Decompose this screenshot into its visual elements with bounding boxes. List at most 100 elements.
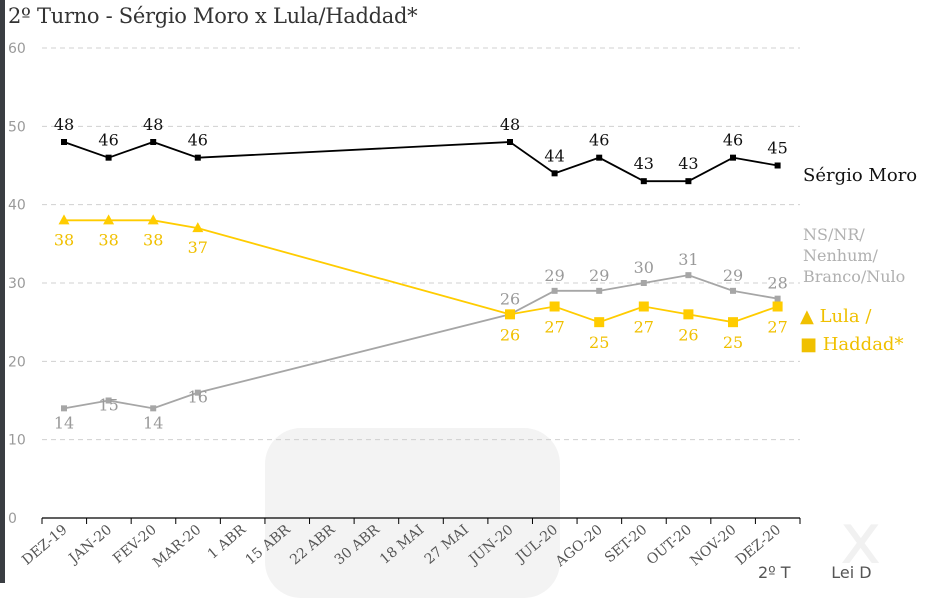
window-edge <box>0 0 5 583</box>
data-point <box>730 287 736 294</box>
series-label: Branco/Nulo <box>803 267 905 286</box>
watermark-text: x <box>840 498 882 580</box>
data-label: 38 <box>143 230 163 249</box>
series-label: ▲ Lula / <box>800 306 872 327</box>
data-point <box>61 139 67 145</box>
x-tick-label: MAR-20 <box>150 522 204 571</box>
data-point <box>507 139 513 145</box>
data-point <box>61 405 67 412</box>
data-label: 14 <box>54 413 74 432</box>
data-label: 14 <box>143 413 163 432</box>
data-label: 27 <box>544 318 564 337</box>
data-point <box>150 139 157 145</box>
series-line <box>63 274 778 410</box>
data-point <box>551 287 558 294</box>
data-point <box>147 214 159 225</box>
data-label: 38 <box>98 230 118 249</box>
data-point <box>194 389 201 396</box>
data-label: 25 <box>723 333 743 352</box>
data-point <box>774 295 781 302</box>
series-label: ■ Haddad* <box>800 334 903 355</box>
y-tick-label: 40 <box>8 198 26 214</box>
series-label: NS/NR/ <box>803 225 865 244</box>
data-label: 30 <box>634 258 654 277</box>
data-point <box>638 301 649 312</box>
y-tick-label: 20 <box>8 354 26 370</box>
x-tick-label: 27 MAI <box>422 522 472 568</box>
x-tick-label: OUT-20 <box>644 522 695 569</box>
data-label: 46 <box>98 131 118 150</box>
data-label: 48 <box>54 115 74 134</box>
data-label: 37 <box>188 238 208 257</box>
data-label: 48 <box>500 115 520 134</box>
data-point <box>105 397 112 404</box>
x-tick-label: 15 ABR <box>243 522 294 569</box>
data-point <box>551 170 558 177</box>
data-point <box>596 287 603 294</box>
watermark-logo <box>265 428 560 598</box>
data-label: 29 <box>723 266 743 285</box>
y-tick-label: 30 <box>8 276 26 292</box>
data-label: 26 <box>678 325 698 344</box>
y-tick-label: 10 <box>8 433 26 449</box>
data-point <box>505 309 515 320</box>
data-label: 48 <box>143 115 163 134</box>
data-point <box>103 214 115 225</box>
chart-title: 2º Turno - Sérgio Moro x Lula/Haddad* <box>8 4 418 28</box>
data-point <box>685 178 692 185</box>
data-point <box>150 405 157 412</box>
data-label: 16 <box>188 388 208 407</box>
data-point <box>683 309 694 320</box>
data-label: 27 <box>634 318 654 337</box>
x-tick-label: SET-20 <box>602 522 651 566</box>
data-point <box>685 272 692 279</box>
data-point <box>596 154 603 161</box>
y-tick-label: 0 <box>8 511 17 527</box>
series-line <box>64 219 778 324</box>
data-label: 25 <box>589 333 609 352</box>
x-tick-label: 30 ABR <box>332 522 383 569</box>
x-tick-label: JAN-20 <box>65 522 116 568</box>
data-point <box>728 317 738 328</box>
y-tick-label: 60 <box>8 41 26 57</box>
data-label: 31 <box>678 250 698 269</box>
x-tick-label: DEZ-19 <box>19 522 70 569</box>
data-label: 27 <box>767 318 787 337</box>
data-point <box>549 301 560 312</box>
data-label: 26 <box>500 289 520 308</box>
data-label: 15 <box>98 396 118 415</box>
data-point <box>640 280 647 286</box>
data-label: 38 <box>54 230 74 249</box>
data-point <box>194 154 201 161</box>
data-label: 46 <box>589 131 609 150</box>
data-label: 46 <box>188 131 208 150</box>
data-point <box>594 317 605 328</box>
x-tick-label: NOV-20 <box>687 522 739 570</box>
data-label: 43 <box>634 154 654 173</box>
data-point <box>772 301 783 312</box>
y-tick-label: 50 <box>8 119 26 135</box>
data-label: 46 <box>723 131 743 150</box>
data-label: 29 <box>589 266 609 285</box>
series-label: Sérgio Moro <box>803 165 917 186</box>
x-tick-label: 18 MAI <box>377 522 427 568</box>
data-label: 28 <box>767 274 787 293</box>
data-point <box>105 154 112 161</box>
x-tick-label: 22 ABR <box>287 522 338 569</box>
data-point <box>774 162 781 169</box>
series-label: Nenhum/ <box>803 246 879 265</box>
data-label: 26 <box>500 325 520 344</box>
data-point <box>58 214 70 225</box>
data-point <box>730 154 736 161</box>
footer-text: 2º T Lei D <box>758 563 872 582</box>
data-label: 45 <box>767 139 787 158</box>
data-label: 29 <box>544 266 564 285</box>
data-point <box>640 178 647 185</box>
data-point <box>192 222 204 233</box>
x-tick-label: JUN-20 <box>465 522 517 569</box>
x-tick-label: DEZ-20 <box>733 522 784 569</box>
data-label: 43 <box>678 154 698 173</box>
data-label: 44 <box>544 146 564 165</box>
x-tick-label: AGO-20 <box>552 522 606 571</box>
